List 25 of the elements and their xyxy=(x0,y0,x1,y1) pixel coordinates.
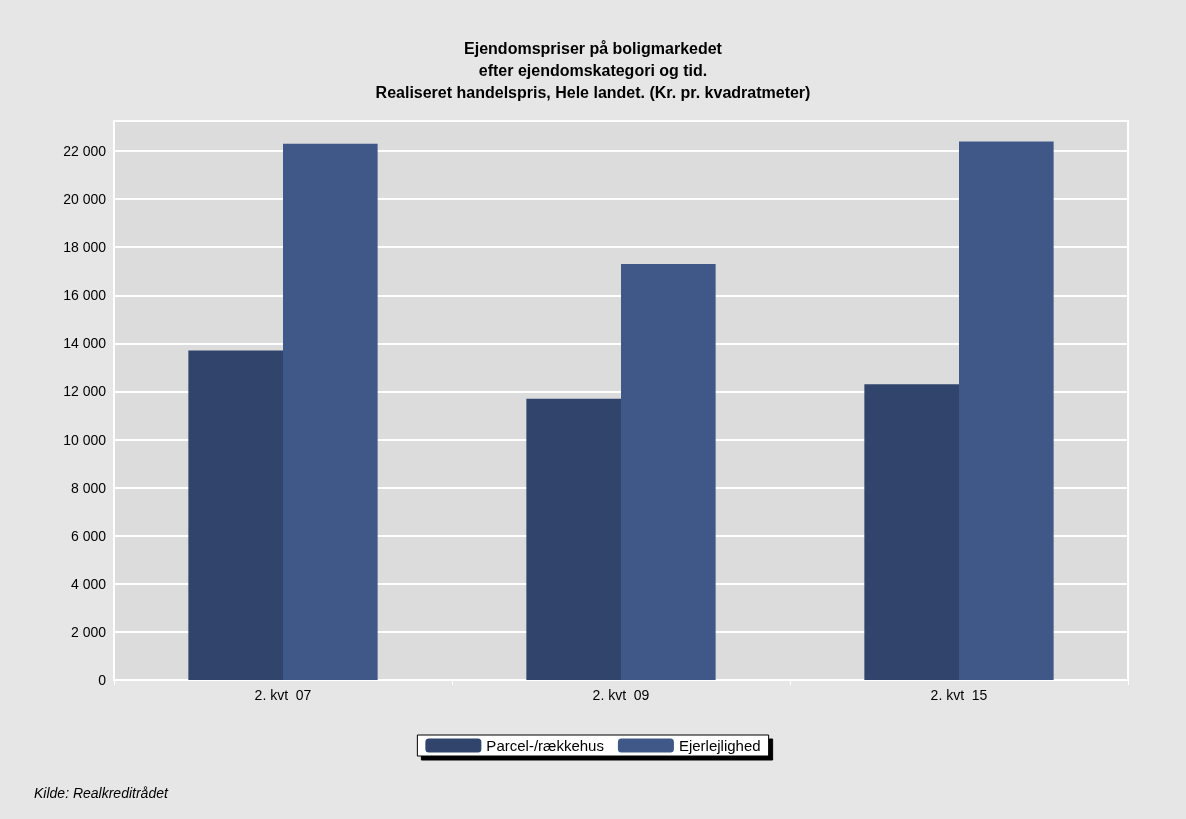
y-tick-label: 18 000 xyxy=(63,239,107,256)
bar xyxy=(864,384,959,680)
y-tick-label: 0 xyxy=(98,672,107,688)
y-tick-label: 8 000 xyxy=(70,479,107,496)
y-tick-label: 22 000 xyxy=(63,143,107,160)
x-tick-label: 2. kvt 15 xyxy=(930,687,988,703)
bar xyxy=(188,350,283,680)
x-tick-label: 2. kvt 09 xyxy=(592,687,650,703)
y-tick-label: 14 000 xyxy=(63,335,107,352)
y-tick-label: 6 000 xyxy=(70,527,107,544)
y-tick-label: 20 000 xyxy=(63,191,107,208)
y-tick-label: 16 000 xyxy=(63,287,107,304)
bar xyxy=(283,143,378,680)
x-tick-label: 2. kvt 07 xyxy=(254,687,312,703)
legend-label: Parcel-/rækkehus xyxy=(486,737,604,754)
text: Kilde: Realkreditrådet xyxy=(34,785,169,801)
bar xyxy=(959,141,1054,680)
y-tick-label: 10 000 xyxy=(63,431,107,448)
bar xyxy=(526,398,621,680)
y-tick-label: 2 000 xyxy=(70,623,107,640)
y-tick-label: 4 000 xyxy=(70,575,107,592)
chart-title: Ejendomspriser på boligmarkedet efter ejendomskategori og tid. Realiseret handelspris, Hele landet. (Kr. pr. kvadratmeter) xyxy=(375,39,811,101)
y-tick-label: 12 000 xyxy=(63,383,107,400)
legend-label: Ejerlejlighed xyxy=(678,737,761,754)
bar xyxy=(621,264,716,680)
